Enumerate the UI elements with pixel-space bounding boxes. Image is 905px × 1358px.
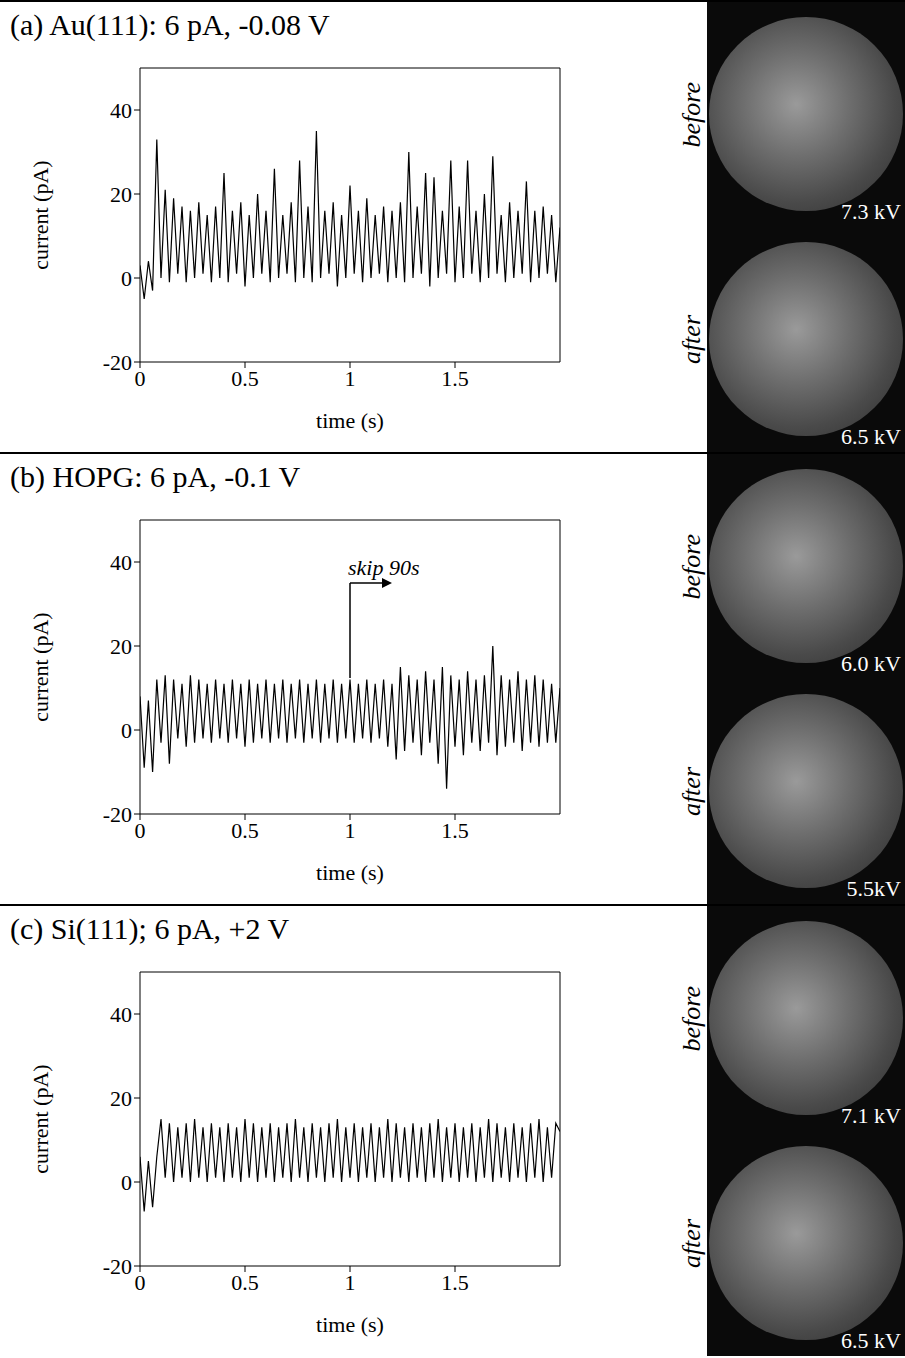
svg-text:1.5: 1.5 <box>441 818 469 843</box>
svg-text:0.5: 0.5 <box>231 1270 259 1295</box>
svg-text:0.5: 0.5 <box>231 818 259 843</box>
html-text:6.0 kV: 6.0 kV <box>841 651 901 676</box>
svg-text:0: 0 <box>121 266 132 291</box>
svg-text:time (s): time (s) <box>316 408 384 433</box>
svg-text:0: 0 <box>135 1270 146 1295</box>
svg-text:time (s): time (s) <box>316 1312 384 1337</box>
svg-text:40: 40 <box>110 1002 132 1027</box>
svg-text:skip 90s: skip 90s <box>348 555 420 580</box>
svg-text:current (pA): current (pA) <box>28 612 53 721</box>
html-text:6.5 kV: 6.5 kV <box>841 1328 901 1353</box>
html-text:(c) Si(111); 6 pA, +2 V: (c) Si(111); 6 pA, +2 V <box>10 912 290 945</box>
svg-text:1: 1 <box>345 366 356 391</box>
html-text:before: before <box>677 533 706 600</box>
html-text:6.5 kV: 6.5 kV <box>841 424 901 449</box>
html-text:7.3 kV: 7.3 kV <box>841 199 901 224</box>
svg-text:0.5: 0.5 <box>231 366 259 391</box>
html-text:after: after <box>677 314 706 364</box>
svg-text:1.5: 1.5 <box>441 1270 469 1295</box>
svg-text:-20: -20 <box>103 1254 132 1279</box>
svg-text:-20: -20 <box>103 802 132 827</box>
svg-text:0: 0 <box>135 366 146 391</box>
svg-text:1.5: 1.5 <box>441 366 469 391</box>
svg-text:40: 40 <box>110 98 132 123</box>
svg-text:current (pA): current (pA) <box>28 1064 53 1173</box>
html-text:7.1 kV: 7.1 kV <box>841 1103 901 1128</box>
svg-text:20: 20 <box>110 634 132 659</box>
svg-text:-20: -20 <box>103 350 132 375</box>
svg-text:0: 0 <box>121 718 132 743</box>
svg-text:current (pA): current (pA) <box>28 160 53 269</box>
svg-text:20: 20 <box>110 182 132 207</box>
html-text:before: before <box>677 81 706 148</box>
svg-text:1: 1 <box>345 818 356 843</box>
html-text:before: before <box>677 985 706 1052</box>
svg-text:40: 40 <box>110 550 132 575</box>
html-text:after: after <box>677 766 706 816</box>
html-text:5.5kV: 5.5kV <box>846 876 901 901</box>
svg-text:0: 0 <box>135 818 146 843</box>
svg-text:1: 1 <box>345 1270 356 1295</box>
html-text:after: after <box>677 1218 706 1268</box>
svg-text:0: 0 <box>121 1170 132 1195</box>
html-text:(b) HOPG: 6 pA, -0.1 V: (b) HOPG: 6 pA, -0.1 V <box>10 460 301 493</box>
svg-text:time (s): time (s) <box>316 860 384 885</box>
html-text:(a) Au(111): 6 pA, -0.08 V: (a) Au(111): 6 pA, -0.08 V <box>10 8 330 41</box>
svg-text:20: 20 <box>110 1086 132 1111</box>
